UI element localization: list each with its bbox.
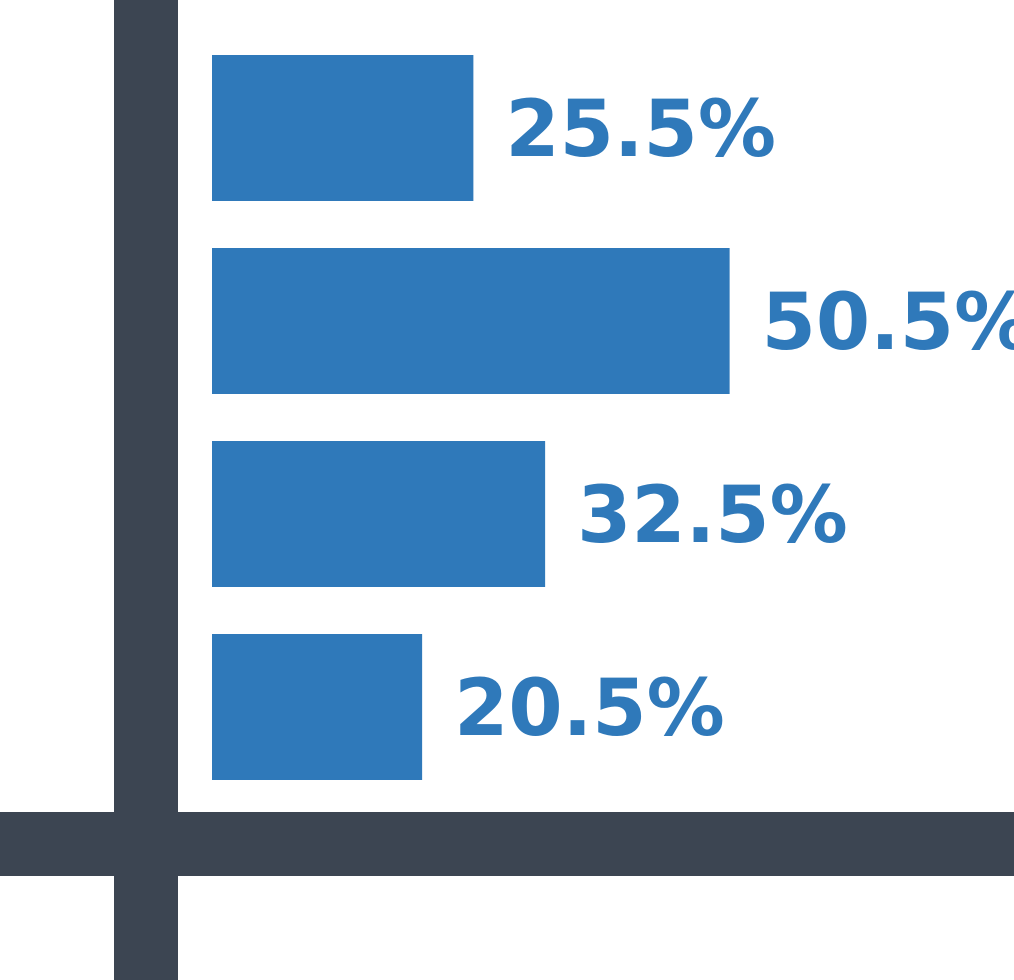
bar-2 [212,248,730,394]
data-labels-group: 25.5% 50.5% 32.5% 20.5% [454,85,1014,754]
bar-4 [212,634,423,780]
bar-value-label-1: 25.5% [505,85,776,175]
bar-3 [212,441,546,587]
bar-value-label-4: 20.5% [454,664,725,754]
x-axis-line [0,812,1014,876]
bars-group [212,55,730,780]
bar-value-label-2: 50.5% [762,278,1014,368]
bar-value-label-3: 32.5% [577,471,848,561]
bar-1 [212,55,474,201]
